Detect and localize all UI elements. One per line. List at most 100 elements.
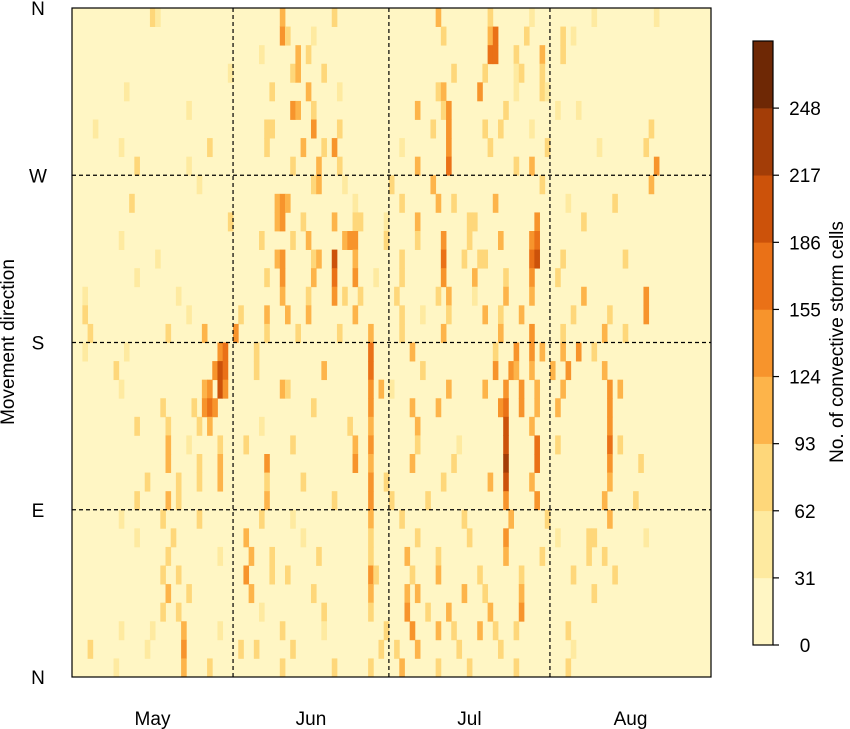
heatmap-cell xyxy=(196,175,203,195)
heatmap-cell xyxy=(144,472,151,492)
heatmap-cell xyxy=(165,454,172,473)
heatmap-cell xyxy=(513,621,520,641)
heatmap-cell xyxy=(653,8,660,27)
heatmap-cell xyxy=(269,546,276,566)
heatmap-cell xyxy=(648,119,655,139)
heatmap-cell xyxy=(539,45,546,65)
heatmap-cell xyxy=(264,305,270,325)
heatmap-cell xyxy=(451,454,457,473)
heatmap-cell xyxy=(446,286,452,306)
heatmap-cell xyxy=(310,584,317,604)
heatmap-cell xyxy=(607,398,613,418)
heatmap-cell xyxy=(575,342,582,362)
heatmap-cell xyxy=(285,305,291,325)
heatmap-cell xyxy=(633,491,639,511)
colorbar-tick-label: 93 xyxy=(794,435,815,456)
heatmap-cell xyxy=(492,193,499,213)
heatmap-cell xyxy=(539,546,546,566)
heatmap-cell xyxy=(368,323,374,343)
heatmap-cell xyxy=(607,472,613,492)
colorbar-tick-label: 0 xyxy=(800,636,811,657)
heatmap-cell xyxy=(357,212,364,232)
heatmap-cell xyxy=(487,138,494,158)
colorbar-swatch xyxy=(753,309,773,377)
heatmap-cell xyxy=(529,472,535,492)
heatmap-cell xyxy=(165,435,172,455)
heatmap-cell xyxy=(134,491,140,511)
heatmap-cell xyxy=(544,82,551,102)
heatmap-cell xyxy=(279,621,286,641)
heatmap-cell xyxy=(513,45,520,65)
heatmap-cell xyxy=(529,249,535,269)
heatmap-cell xyxy=(435,8,442,27)
heatmap-cell xyxy=(482,63,489,83)
heatmap-cell xyxy=(201,379,208,399)
heatmap-cell xyxy=(165,546,172,566)
heatmap-cell xyxy=(342,231,348,250)
heatmap-cell xyxy=(336,323,343,343)
heatmap-cell xyxy=(321,63,327,83)
heatmap-cell xyxy=(534,454,540,473)
heatmap-cell xyxy=(264,119,270,139)
heatmap-cell xyxy=(555,528,561,548)
heatmap-cell xyxy=(560,249,566,269)
y-tick-label: N xyxy=(31,0,45,20)
heatmap-cell xyxy=(555,435,561,455)
heatmap-cell xyxy=(399,305,405,325)
y-tick-label: N xyxy=(31,668,45,689)
heatmap-cell xyxy=(279,286,286,306)
heatmap-cell xyxy=(253,639,260,659)
heatmap-cell xyxy=(414,584,421,604)
heatmap-cell xyxy=(446,156,452,176)
heatmap-cell xyxy=(290,509,296,529)
heatmap-cell xyxy=(264,268,270,288)
heatmap-cell xyxy=(217,342,224,362)
heatmap-cell xyxy=(134,156,140,176)
heatmap-cell xyxy=(290,156,296,176)
heatmap-cell xyxy=(82,342,88,362)
heatmap-cell xyxy=(175,602,182,622)
heatmap-cell xyxy=(446,138,452,158)
heatmap-cell xyxy=(653,156,660,176)
heatmap-cell xyxy=(601,546,608,566)
heatmap-cell xyxy=(165,323,172,343)
heatmap-cell xyxy=(539,175,546,195)
heatmap-cell xyxy=(503,268,509,288)
heatmap-cell xyxy=(310,398,317,418)
heatmap-cell xyxy=(368,658,374,678)
heatmap-cell xyxy=(331,658,338,678)
heatmap-cell xyxy=(498,639,504,659)
heatmap-cell xyxy=(264,491,270,511)
heatmap-cell xyxy=(560,45,566,65)
heatmap-cell xyxy=(529,231,535,250)
heatmap-cell xyxy=(420,361,426,381)
heatmap-cell xyxy=(570,26,577,46)
heatmap-cell xyxy=(310,268,317,288)
heatmap-cell xyxy=(394,639,400,659)
heatmap-cell xyxy=(472,212,478,232)
heatmap-cell xyxy=(222,361,229,381)
heatmap-cell xyxy=(529,156,535,176)
heatmap-cell xyxy=(518,584,525,604)
heatmap-cell xyxy=(399,509,405,529)
x-axis-tick-labels: May Jun Jul Aug xyxy=(135,709,648,729)
heatmap-cell xyxy=(243,435,250,455)
heatmap-cell xyxy=(82,305,88,325)
heatmap-cell xyxy=(368,546,374,566)
heatmap-cell xyxy=(207,398,213,418)
heatmap-cell xyxy=(534,398,540,418)
heatmap-cell xyxy=(352,268,359,288)
y-tick-label: W xyxy=(29,166,47,187)
heatmap-cell xyxy=(269,119,276,139)
heatmap-cell xyxy=(196,472,203,492)
heatmap-cell xyxy=(638,454,644,473)
colorbar-tick-label: 186 xyxy=(789,233,821,254)
heatmap-cell xyxy=(186,156,192,176)
heatmap-cell xyxy=(383,231,390,250)
heatmap-cell xyxy=(643,528,650,548)
heatmap-cell xyxy=(331,249,338,269)
heatmap-cell xyxy=(279,268,286,288)
heatmap-cell xyxy=(425,491,431,511)
heatmap-cell xyxy=(134,268,140,288)
heatmap-cell xyxy=(518,398,525,418)
